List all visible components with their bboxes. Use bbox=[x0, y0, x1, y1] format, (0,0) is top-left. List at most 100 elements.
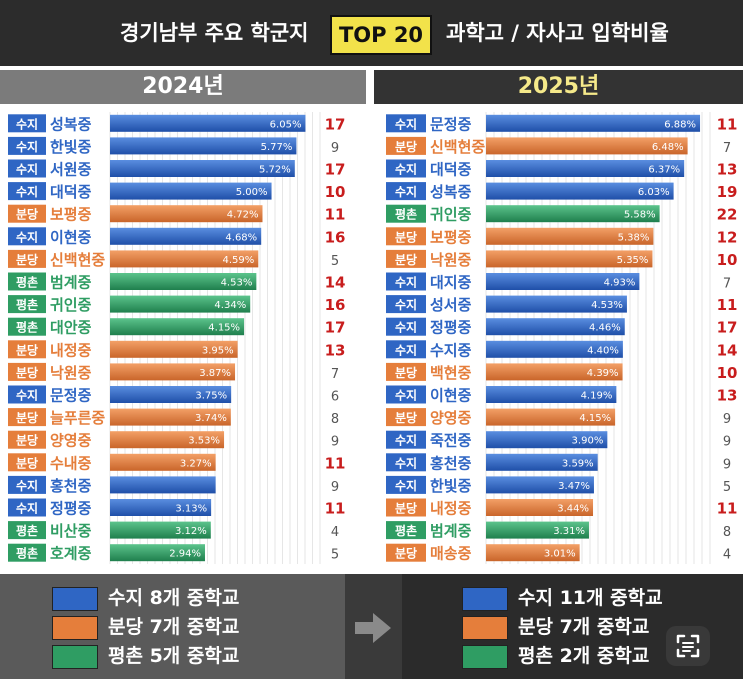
bar bbox=[486, 499, 594, 516]
admission-count: 11 bbox=[325, 454, 346, 472]
region-tag bbox=[386, 408, 426, 427]
chart-row: 수지 이현중 4.19% 13 bbox=[386, 385, 738, 405]
region-tag bbox=[386, 114, 426, 133]
school-name: 범계중 bbox=[430, 522, 472, 540]
region-tag bbox=[386, 249, 426, 268]
title-left: 경기남부 주요 학군지 bbox=[120, 21, 309, 45]
school-name: 대안중 bbox=[50, 319, 92, 337]
region-tag-label: 분당 bbox=[16, 252, 38, 267]
region-tag bbox=[8, 136, 46, 155]
region-tag-label: 분당 bbox=[16, 410, 38, 425]
value-label: 3.87% bbox=[199, 368, 231, 379]
chart-row: 수지 서원중 5.72% 17 bbox=[8, 159, 345, 179]
school-name: 신백현중 bbox=[430, 138, 485, 156]
admission-count: 5 bbox=[331, 548, 339, 563]
admission-count: 13 bbox=[717, 387, 738, 405]
value-label: 3.74% bbox=[195, 413, 227, 424]
year-title-2025: 2025년 bbox=[374, 70, 743, 104]
chart-row: 수지 정평중 3.13% 11 bbox=[8, 498, 346, 518]
value-label: 4.39% bbox=[587, 368, 619, 379]
value-label: 4.68% bbox=[225, 232, 257, 243]
legend-swatch-bundang bbox=[52, 616, 98, 640]
bar bbox=[110, 250, 259, 268]
bar bbox=[486, 318, 625, 336]
chart-row: 수지 성복중 6.05% 17 bbox=[8, 114, 345, 133]
region-tag-label: 수지 bbox=[395, 388, 417, 403]
school-name: 낙원중 bbox=[50, 364, 92, 382]
value-label: 5.58% bbox=[624, 210, 656, 221]
value-label: 5.35% bbox=[617, 255, 649, 266]
value-label: 6.05% bbox=[270, 119, 302, 130]
region-tag bbox=[8, 204, 46, 223]
bar bbox=[486, 476, 594, 494]
region-tag bbox=[386, 182, 426, 201]
bar bbox=[110, 182, 272, 200]
school-name: 백현중 bbox=[430, 364, 472, 382]
region-tag bbox=[8, 227, 46, 246]
chart-row: 분당 내정중 3.95% 13 bbox=[8, 340, 345, 359]
value-label: 5.00% bbox=[236, 187, 268, 198]
region-tag bbox=[386, 453, 426, 472]
school-name: 대덕중 bbox=[430, 161, 472, 179]
admission-count: 6 bbox=[331, 390, 339, 405]
region-tag-label: 수지 bbox=[395, 184, 417, 199]
value-label: 3.75% bbox=[195, 391, 227, 402]
legend-2024: 수지 8개 중학교 분당 7개 중학교 평촌 5개 중학교 bbox=[0, 574, 345, 679]
grid-lines bbox=[485, 112, 711, 564]
bar bbox=[110, 340, 238, 358]
school-name: 대지중 bbox=[430, 274, 472, 292]
bar bbox=[110, 431, 225, 449]
admission-count: 7 bbox=[723, 141, 731, 156]
value-label: 3.01% bbox=[544, 549, 576, 560]
school-name: 귀인중 bbox=[50, 296, 92, 314]
admission-count: 9 bbox=[723, 457, 731, 472]
admission-count: 9 bbox=[331, 480, 339, 495]
region-tag-label: 수지 bbox=[16, 501, 38, 516]
school-name: 죽전중 bbox=[430, 432, 472, 450]
region-tag-label: 분당 bbox=[395, 252, 417, 267]
admission-count: 10 bbox=[717, 364, 738, 382]
value-label: 3.90% bbox=[572, 436, 604, 447]
school-name: 양영중 bbox=[430, 409, 472, 427]
chart-row: 수지 성서중 4.53% 11 bbox=[386, 295, 737, 314]
bar bbox=[486, 521, 589, 539]
legend-text: 수지 11개 중학교 bbox=[518, 587, 663, 609]
bar bbox=[486, 453, 598, 471]
school-name: 수내중 bbox=[50, 454, 92, 472]
bar bbox=[486, 431, 608, 449]
chart-row: 수지 문정중 3.75% 6 bbox=[8, 385, 339, 405]
chart-row: 분당 신백현중 6.48% 7 bbox=[386, 136, 731, 156]
region-tag-label: 평촌 bbox=[395, 523, 417, 538]
region-tag-label: 수지 bbox=[16, 184, 38, 199]
school-name: 이현중 bbox=[430, 387, 472, 405]
admission-count: 11 bbox=[717, 115, 738, 133]
region-tag-label: 수지 bbox=[395, 116, 417, 131]
text-scan-icon[interactable] bbox=[666, 626, 710, 666]
admission-count: 17 bbox=[325, 115, 346, 133]
chart-row: 수지 대덕중 5.00% 10 bbox=[8, 182, 345, 201]
chart-row: 분당 낙원중 3.87% 7 bbox=[8, 362, 339, 382]
bar bbox=[110, 114, 306, 132]
region-tag-label: 수지 bbox=[16, 139, 38, 154]
value-label: 4.34% bbox=[214, 300, 246, 311]
region-tag-label: 분당 bbox=[16, 207, 38, 222]
region-tag-label: 수지 bbox=[395, 297, 417, 312]
arrow-right-icon bbox=[355, 613, 391, 643]
region-tag bbox=[386, 521, 426, 540]
value-label: 3.13% bbox=[175, 504, 207, 515]
region-tag bbox=[8, 475, 46, 494]
value-label: 5.72% bbox=[259, 165, 291, 176]
school-name: 한빛중 bbox=[430, 477, 472, 495]
bar bbox=[486, 386, 617, 403]
bar bbox=[110, 205, 263, 223]
region-tag bbox=[386, 272, 426, 291]
admission-count: 11 bbox=[717, 500, 738, 518]
value-label: 6.48% bbox=[652, 142, 684, 153]
admission-count: 11 bbox=[325, 500, 346, 518]
region-tag-label: 수지 bbox=[395, 162, 417, 177]
value-label: 6.88% bbox=[664, 119, 696, 130]
value-label: 3.95% bbox=[202, 345, 234, 356]
school-name: 이현중 bbox=[50, 228, 92, 246]
legend-swatch-bundang bbox=[462, 616, 508, 640]
bar bbox=[110, 544, 205, 562]
